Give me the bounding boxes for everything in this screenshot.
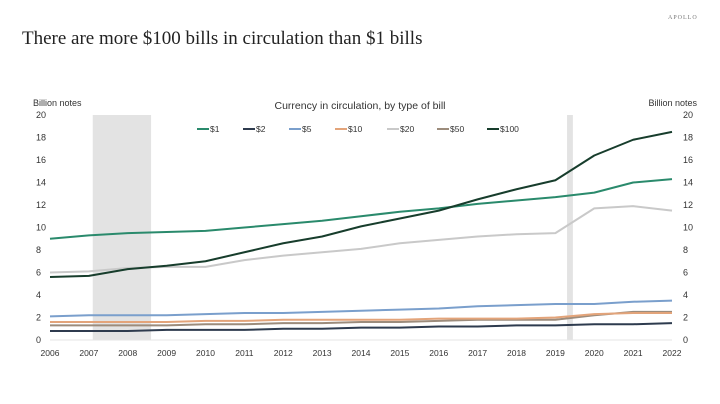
x-tick-label: 2008 — [118, 348, 137, 358]
y-tick-label-right: 14 — [683, 178, 693, 188]
recession-shading — [567, 115, 573, 340]
x-tick-label: 2020 — [585, 348, 604, 358]
x-tick-label: 2021 — [624, 348, 643, 358]
legend-item: $5 — [289, 124, 312, 134]
y-axis-label-right: Billion notes — [648, 98, 697, 108]
legend-label: $50 — [450, 124, 464, 134]
y-tick-label-right: 4 — [683, 290, 688, 300]
x-tick-label: 2012 — [274, 348, 293, 358]
y-tick-label-right: 8 — [683, 245, 688, 255]
x-tick-label: 2015 — [390, 348, 409, 358]
legend-item: $50 — [437, 124, 464, 134]
y-tick-label-left: 6 — [36, 268, 41, 278]
x-tick-label: 2018 — [507, 348, 526, 358]
x-tick-label: 2014 — [352, 348, 371, 358]
y-tick-label-right: 0 — [683, 335, 688, 345]
series-line-usd1 — [49, 178, 673, 240]
y-tick-label-right: 18 — [683, 133, 693, 143]
apollo-logo: APOLLO — [668, 15, 698, 21]
y-tick-label-left: 20 — [36, 110, 46, 120]
y-tick-label-left: 18 — [36, 133, 46, 143]
y-tick-label-left: 8 — [36, 245, 41, 255]
y-tick-label-left: 0 — [36, 335, 41, 345]
y-tick-label-left: 12 — [36, 200, 46, 210]
legend-label: $2 — [256, 124, 266, 134]
legend-label: $10 — [348, 124, 362, 134]
legend-item: $1 — [197, 124, 220, 134]
legend-label: $1 — [210, 124, 220, 134]
y-tick-label-right: 6 — [683, 268, 688, 278]
legend-item: $10 — [335, 124, 362, 134]
y-tick-label-left: 2 — [36, 313, 41, 323]
series-line-usd2 — [50, 322, 673, 332]
y-tick-label-left: 14 — [36, 178, 46, 188]
y-tick-label-right: 12 — [683, 200, 693, 210]
legend-item: $20 — [387, 124, 414, 134]
x-tick-label: 2019 — [546, 348, 565, 358]
y-tick-label-right: 16 — [683, 155, 693, 165]
x-tick-label: 2017 — [468, 348, 487, 358]
page-title: There are more $100 bills in circulation… — [22, 28, 423, 49]
series-line-usd5 — [49, 299, 673, 318]
x-tick-label: 2013 — [313, 348, 332, 358]
y-tick-label-right: 2 — [683, 313, 688, 323]
x-tick-label: 2006 — [41, 348, 60, 358]
x-tick-label: 2007 — [79, 348, 98, 358]
y-tick-label-right: 10 — [683, 223, 693, 233]
recession-shading — [92, 115, 152, 340]
x-tick-label: 2010 — [196, 348, 215, 358]
series-line-usd100 — [49, 130, 673, 278]
x-tick-label: 2016 — [429, 348, 448, 358]
x-tick-label: 2022 — [663, 348, 682, 358]
legend-item: $100 — [487, 124, 519, 134]
y-axis-label-left: Billion notes — [33, 98, 82, 108]
y-tick-label-left: 16 — [36, 155, 46, 165]
legend-label: $5 — [302, 124, 312, 134]
chart-title: Currency in circulation, by type of bill — [275, 100, 446, 112]
y-tick-label-left: 10 — [36, 223, 46, 233]
series-line-usd50 — [50, 310, 672, 327]
legend-label: $100 — [500, 124, 519, 134]
x-tick-label: 2009 — [157, 348, 176, 358]
series-line-usd10 — [50, 312, 672, 323]
y-tick-label-left: 4 — [36, 290, 41, 300]
y-tick-label-right: 20 — [683, 110, 693, 120]
legend-label: $20 — [400, 124, 414, 134]
x-tick-label: 2011 — [235, 348, 254, 358]
legend-item: $2 — [243, 124, 266, 134]
